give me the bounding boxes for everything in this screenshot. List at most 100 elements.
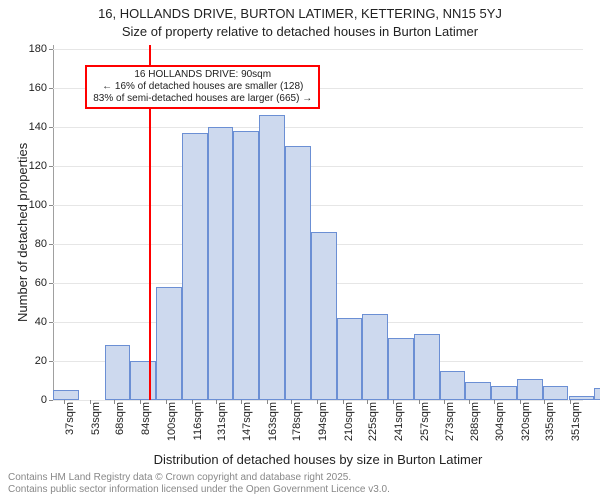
x-tick-label: 335sqm xyxy=(544,402,556,441)
histogram-bar xyxy=(156,287,182,400)
histogram-bar xyxy=(594,388,600,400)
y-tick-mark xyxy=(49,244,53,245)
histogram-bar xyxy=(465,382,491,400)
x-tick-label: 351sqm xyxy=(570,402,582,441)
footer-attribution: Contains HM Land Registry data © Crown c… xyxy=(8,472,390,496)
x-tick-label: 288sqm xyxy=(469,402,481,441)
y-axis-label: Number of detached properties xyxy=(15,143,30,322)
footer-line1: Contains HM Land Registry data © Crown c… xyxy=(8,472,390,484)
y-tick-mark xyxy=(49,205,53,206)
y-tick-label: 80 xyxy=(35,238,47,250)
x-tick-mark xyxy=(393,400,394,404)
x-tick-label: 194sqm xyxy=(317,402,329,441)
histogram-bar xyxy=(53,390,79,400)
x-tick-label: 131sqm xyxy=(216,402,228,441)
annotation-line3: 83% of semi-detached houses are larger (… xyxy=(93,93,312,105)
y-tick-label: 160 xyxy=(29,82,47,94)
y-tick-mark xyxy=(49,127,53,128)
grid-line xyxy=(53,49,583,50)
x-tick-label: 241sqm xyxy=(393,402,405,441)
x-tick-mark xyxy=(192,400,193,404)
x-tick-label: 178sqm xyxy=(291,402,303,441)
x-tick-mark xyxy=(469,400,470,404)
histogram-bar xyxy=(233,131,259,400)
y-tick-label: 20 xyxy=(35,355,47,367)
x-tick-mark xyxy=(241,400,242,404)
grid-line xyxy=(53,127,583,128)
grid-line xyxy=(53,166,583,167)
x-tick-label: 84sqm xyxy=(140,402,152,435)
plot-area: 16 HOLLANDS DRIVE: 90sqm ← 16% of detach… xyxy=(53,45,583,400)
x-tick-label: 68sqm xyxy=(114,402,126,435)
y-tick-mark xyxy=(49,283,53,284)
x-tick-label: 147sqm xyxy=(241,402,253,441)
histogram-bar xyxy=(130,361,156,400)
y-tick-label: 0 xyxy=(41,394,47,406)
y-tick-label: 60 xyxy=(35,277,47,289)
x-tick-label: 225sqm xyxy=(367,402,379,441)
y-tick-mark xyxy=(49,88,53,89)
x-tick-mark xyxy=(90,400,91,404)
x-tick-mark xyxy=(444,400,445,404)
y-tick-mark xyxy=(49,166,53,167)
x-tick-label: 257sqm xyxy=(419,402,431,441)
x-tick-label: 116sqm xyxy=(192,402,204,440)
y-tick-label: 120 xyxy=(29,160,47,172)
x-axis-label: Distribution of detached houses by size … xyxy=(53,452,583,467)
x-tick-label: 37sqm xyxy=(64,402,76,435)
histogram-bar xyxy=(259,115,285,400)
x-tick-mark xyxy=(367,400,368,404)
histogram-bar xyxy=(105,345,131,400)
x-tick-mark xyxy=(317,400,318,404)
y-tick-mark xyxy=(49,400,53,401)
histogram-bar xyxy=(414,334,440,400)
histogram-bar xyxy=(569,396,595,400)
histogram-bar xyxy=(362,314,388,400)
histogram-bar xyxy=(311,232,337,400)
chart-container: 16, HOLLANDS DRIVE, BURTON LATIMER, KETT… xyxy=(0,0,600,500)
x-tick-mark xyxy=(520,400,521,404)
y-tick-label: 140 xyxy=(29,121,47,133)
x-tick-label: 320sqm xyxy=(520,402,532,441)
x-tick-mark xyxy=(570,400,571,404)
x-tick-label: 53sqm xyxy=(90,402,102,435)
annotation-line1: 16 HOLLANDS DRIVE: 90sqm xyxy=(93,69,312,81)
histogram-bar xyxy=(337,318,363,400)
x-tick-mark xyxy=(419,400,420,404)
x-tick-mark xyxy=(166,400,167,404)
y-tick-label: 100 xyxy=(29,199,47,211)
y-tick-mark xyxy=(49,361,53,362)
x-tick-mark xyxy=(140,400,141,404)
histogram-bar xyxy=(517,379,543,400)
histogram-bar xyxy=(208,127,234,400)
x-tick-label: 163sqm xyxy=(267,402,279,441)
y-tick-label: 180 xyxy=(29,43,47,55)
histogram-bar xyxy=(491,386,517,400)
y-tick-mark xyxy=(49,322,53,323)
chart-title-line2: Size of property relative to detached ho… xyxy=(0,24,600,39)
annotation-line2: ← 16% of detached houses are smaller (12… xyxy=(93,81,312,93)
x-tick-label: 100sqm xyxy=(166,402,178,441)
y-tick-label: 40 xyxy=(35,316,47,328)
x-tick-mark xyxy=(216,400,217,404)
x-tick-label: 210sqm xyxy=(343,402,355,441)
chart-title-line1: 16, HOLLANDS DRIVE, BURTON LATIMER, KETT… xyxy=(0,6,600,21)
x-tick-mark xyxy=(114,400,115,404)
annotation-box: 16 HOLLANDS DRIVE: 90sqm ← 16% of detach… xyxy=(85,65,320,109)
histogram-bar xyxy=(388,338,414,400)
x-tick-label: 273sqm xyxy=(444,402,456,441)
y-tick-mark xyxy=(49,49,53,50)
footer-line2: Contains public sector information licen… xyxy=(8,484,390,496)
x-tick-mark xyxy=(267,400,268,404)
y-axis-line xyxy=(53,45,54,400)
x-tick-mark xyxy=(544,400,545,404)
x-tick-mark xyxy=(494,400,495,404)
histogram-bar xyxy=(543,386,569,400)
x-tick-label: 304sqm xyxy=(494,402,506,441)
x-tick-mark xyxy=(64,400,65,404)
histogram-bar xyxy=(440,371,466,400)
grid-line xyxy=(53,205,583,206)
x-tick-mark xyxy=(291,400,292,404)
histogram-bar xyxy=(182,133,208,400)
histogram-bar xyxy=(285,146,311,400)
